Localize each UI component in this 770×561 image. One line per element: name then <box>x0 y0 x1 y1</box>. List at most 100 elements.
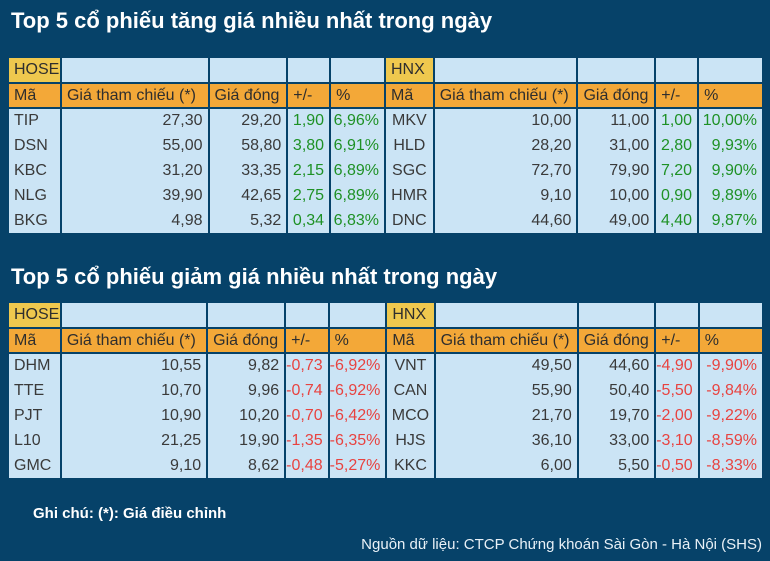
cell-ref-price: 21,25 <box>59 428 208 453</box>
column-header-ref-price: Giá tham chiếu (*) <box>432 83 578 109</box>
stock-code: TIP <box>9 108 61 133</box>
cell-percent: -6,92% <box>327 378 386 403</box>
stock-code: VNT <box>387 353 435 378</box>
cell-change: 2,75 <box>286 183 331 208</box>
table-row: GMC 9,10 8,62 -0,48 -5,27% <box>9 453 386 478</box>
cell-close-price: 5,50 <box>576 453 656 478</box>
column-header-close-price: Giá đóng <box>576 83 656 109</box>
label-row-blank <box>576 58 656 84</box>
column-header-percent: % <box>329 83 384 109</box>
cell-percent: 9,89% <box>697 183 762 208</box>
label-row-blank <box>206 303 286 329</box>
cell-change: -1,35 <box>284 428 329 453</box>
label-row-blank <box>207 58 288 84</box>
label-row-blank <box>327 303 386 329</box>
losers-hnx-table: HNX Mã Giá tham chiếu (*) Giá đóng +/-% VNT… <box>387 303 762 478</box>
cell-percent: -5,27% <box>327 453 386 478</box>
label-row-blank <box>432 58 578 84</box>
cell-ref-price: 10,90 <box>59 403 208 428</box>
column-header-change: +/- <box>654 83 699 109</box>
cell-change: 2,80 <box>654 133 699 158</box>
gainers-hnx-table: HNX Mã Giá tham chiếu (*) Giá đóng +/-% MKV… <box>386 58 762 233</box>
label-row-blank <box>59 303 208 329</box>
table-row: VNT 49,50 44,60 -4,90 -9,90% <box>387 353 762 378</box>
cell-change: -0,70 <box>284 403 329 428</box>
cell-ref-price: 39,90 <box>59 183 209 208</box>
losers-section-title: Top 5 cổ phiếu giảm giá nhiều nhất trong… <box>11 264 498 289</box>
cell-ref-price: 36,10 <box>433 428 578 453</box>
cell-percent: -9,84% <box>697 378 762 403</box>
cell-ref-price: 6,00 <box>433 453 578 478</box>
stock-code: TTE <box>9 378 61 403</box>
exchange-label: HNX <box>386 58 434 84</box>
stock-code: HMR <box>386 183 434 208</box>
cell-close-price: 50,40 <box>576 378 656 403</box>
cell-percent: 6,89% <box>329 183 384 208</box>
gainers-tables-row: HOSE Mã Giá tham chiếu (*) Giá đóng +/-% TI… <box>9 58 762 233</box>
table-row: KKC 6,00 5,50 -0,50 -8,33% <box>387 453 762 478</box>
cell-percent: 6,91% <box>329 133 384 158</box>
cell-percent: -8,59% <box>697 428 762 453</box>
cell-close-price: 10,20 <box>206 403 286 428</box>
cell-ref-price: 21,70 <box>433 403 578 428</box>
column-header-code: Mã <box>9 83 61 109</box>
label-row-blank <box>286 58 331 84</box>
column-header-row: Mã Giá tham chiếu (*) Giá đóng +/-% <box>9 83 384 109</box>
cell-close-price: 5,32 <box>207 208 288 233</box>
cell-change: 3,80 <box>286 133 331 158</box>
cell-change: 0,90 <box>654 183 699 208</box>
cell-ref-price: 10,55 <box>59 353 208 378</box>
column-header-change: +/- <box>654 328 699 354</box>
cell-change: -4,90 <box>654 353 699 378</box>
gainers-hose-table: HOSE Mã Giá tham chiếu (*) Giá đóng +/-% TI… <box>9 58 384 233</box>
cell-percent: -8,33% <box>697 453 762 478</box>
column-header-code: Mã <box>387 328 435 354</box>
cell-change: 1,00 <box>654 108 699 133</box>
exchange-label-row: HOSE <box>9 303 386 329</box>
cell-ref-price: 4,98 <box>59 208 209 233</box>
column-header-close-price: Giá đóng <box>207 83 288 109</box>
label-row-blank <box>654 58 699 84</box>
stock-code: PJT <box>9 403 61 428</box>
cell-ref-price: 44,60 <box>432 208 578 233</box>
column-header-ref-price: Giá tham chiếu (*) <box>433 328 578 354</box>
cell-close-price: 11,00 <box>576 108 656 133</box>
stock-code: DSN <box>9 133 61 158</box>
cell-percent: -6,35% <box>327 428 386 453</box>
table-row: TTE 10,70 9,96 -0,74 -6,92% <box>9 378 386 403</box>
cell-ref-price: 55,00 <box>59 133 209 158</box>
cell-change: -2,00 <box>654 403 699 428</box>
table-row: HJS 36,10 33,00 -3,10 -8,59% <box>387 428 762 453</box>
cell-percent: 9,93% <box>697 133 762 158</box>
column-header-ref-price: Giá tham chiếu (*) <box>59 83 209 109</box>
cell-ref-price: 10,70 <box>59 378 208 403</box>
cell-close-price: 31,00 <box>576 133 656 158</box>
stock-code: HLD <box>386 133 434 158</box>
exchange-label-row: HNX <box>386 58 762 84</box>
label-row-blank <box>697 58 762 84</box>
cell-change: -5,50 <box>654 378 699 403</box>
table-row: HMR 9,10 10,00 0,90 9,89% <box>386 183 762 208</box>
cell-percent: -9,90% <box>697 353 762 378</box>
stock-code: BKG <box>9 208 61 233</box>
cell-close-price: 44,60 <box>576 353 656 378</box>
cell-close-price: 9,82 <box>206 353 286 378</box>
cell-change: 7,20 <box>654 158 699 183</box>
column-header-code: Mã <box>386 83 434 109</box>
table-row: PJT 10,90 10,20 -0,70 -6,42% <box>9 403 386 428</box>
column-header-close-price: Giá đóng <box>576 328 656 354</box>
column-header-close-price: Giá đóng <box>206 328 286 354</box>
column-header-row: Mã Giá tham chiếu (*) Giá đóng +/-% <box>387 328 762 354</box>
label-row-blank <box>59 58 209 84</box>
cell-close-price: 58,80 <box>207 133 288 158</box>
column-header-percent: % <box>327 328 386 354</box>
cell-ref-price: 10,00 <box>432 108 578 133</box>
table-row: DHM 10,55 9,82 -0,73 -6,92% <box>9 353 386 378</box>
cell-close-price: 42,65 <box>207 183 288 208</box>
cell-change: -0,74 <box>284 378 329 403</box>
cell-close-price: 10,00 <box>576 183 656 208</box>
column-header-percent: % <box>697 83 762 109</box>
cell-ref-price: 9,10 <box>432 183 578 208</box>
table-row: SGC 72,70 79,90 7,20 9,90% <box>386 158 762 183</box>
cell-percent: 9,87% <box>697 208 762 233</box>
